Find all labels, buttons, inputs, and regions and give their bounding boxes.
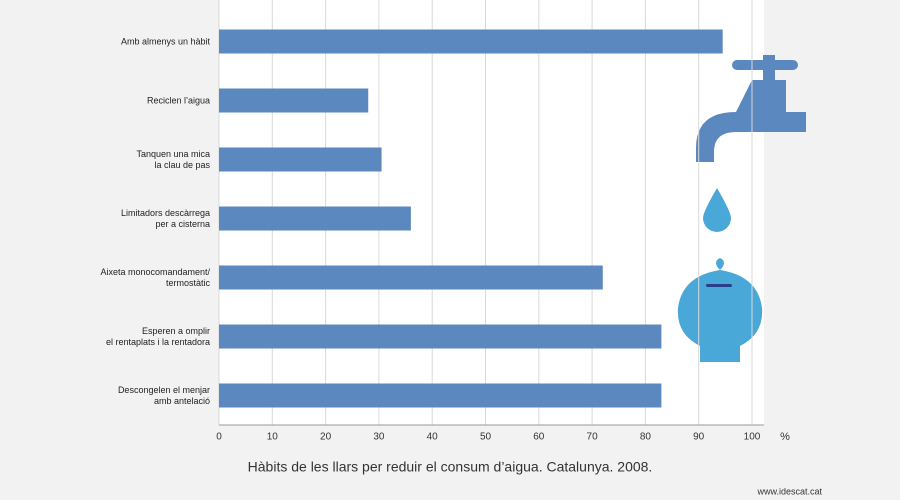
x-tick-label: 10	[267, 432, 279, 443]
bar	[219, 206, 411, 231]
y-tick-label: Esperen a omplir el rentaplats i la rent…	[105, 325, 210, 347]
y-tick-label: Amb almenys un hàbit	[120, 36, 210, 46]
x-tick-label: 20	[320, 432, 332, 443]
x-tick-label: 40	[427, 432, 439, 443]
y-tick-label: Aixeta monocomandament/ termostàtic	[100, 266, 210, 288]
chart-title: Hàbits de les llars per reduir el consum…	[248, 459, 653, 475]
y-tick-label: Reciclen l’aigua	[146, 95, 210, 105]
x-tick-label: 80	[640, 432, 652, 443]
x-tick-label: 60	[533, 432, 545, 443]
x-tick-label: 50	[480, 432, 492, 443]
x-tick-label: 90	[693, 432, 705, 443]
x-tick-label: 70	[587, 432, 599, 443]
bar	[219, 29, 723, 54]
x-tick-label: 100	[744, 432, 761, 443]
x-tick-label: 30	[373, 432, 385, 443]
x-axis-label: %	[780, 431, 790, 443]
bar	[219, 88, 369, 113]
y-tick-label: Limitadors descàrrega per a cisterna	[120, 207, 210, 229]
bar	[219, 147, 382, 172]
y-tick-label: Tanquen una mica la clau de pas	[136, 148, 210, 170]
bar	[219, 265, 603, 290]
source: www.idescat.cat	[756, 486, 822, 496]
y-tick-label: Descongelen el menjar amb antelació	[117, 384, 210, 406]
bar	[219, 383, 662, 408]
bar	[219, 324, 662, 349]
x-tick-label: 0	[216, 432, 222, 443]
